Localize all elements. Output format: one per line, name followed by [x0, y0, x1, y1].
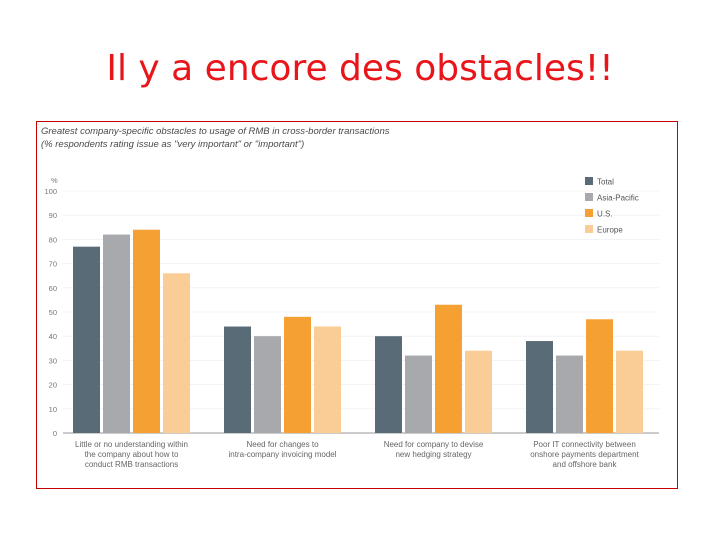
legend-label: Total — [597, 178, 614, 187]
x-category-label: intra-company invoicing model — [228, 450, 336, 459]
y-tick-label: 30 — [49, 356, 57, 365]
y-tick-label: 90 — [49, 211, 57, 220]
y-tick-label: 20 — [49, 381, 57, 390]
bar-u-s--3 — [435, 304, 462, 433]
bar-asia-pacific-4 — [556, 355, 583, 433]
y-tick-label: 100 — [44, 187, 57, 196]
y-tick-label: 70 — [49, 260, 57, 269]
bar-europe-1 — [163, 273, 190, 433]
bar-asia-pacific-2 — [254, 336, 281, 433]
y-tick-label: 40 — [49, 332, 57, 341]
x-category-label: new hedging strategy — [395, 450, 471, 459]
chart-subtitle: (% respondents rating issue as "very imp… — [41, 139, 304, 150]
x-category-label: Little or no understanding within — [75, 440, 188, 449]
x-category-label: Need for company to devise — [384, 440, 484, 449]
x-category-label: Poor IT connectivity between — [533, 440, 636, 449]
x-category-label: onshore payments department — [530, 450, 639, 459]
legend-swatch — [585, 209, 593, 217]
chart-title: Greatest company-specific obstacles to u… — [41, 126, 390, 137]
bar-chart: Greatest company-specific obstacles to u… — [41, 126, 659, 469]
y-tick-label: 80 — [49, 235, 57, 244]
legend-label: Europe — [597, 226, 623, 235]
x-category-label: and offshore bank — [553, 460, 618, 469]
bar-total-4 — [526, 341, 553, 433]
y-gridlines — [63, 190, 659, 434]
y-tick-label: 60 — [49, 284, 57, 293]
bar-asia-pacific-1 — [103, 234, 130, 433]
bar-u-s--1 — [133, 229, 160, 433]
legend-swatch — [585, 177, 593, 185]
bar-europe-2 — [314, 326, 341, 433]
bar-u-s--2 — [284, 316, 311, 433]
bar-total-2 — [224, 326, 251, 433]
legend: Total Asia-Pacific U.S. Europe — [585, 177, 639, 235]
x-category-label: the company about how to — [85, 450, 179, 459]
legend-label: Asia-Pacific — [597, 194, 639, 203]
legend-label: U.S. — [597, 210, 613, 219]
bar-europe-4 — [616, 350, 643, 433]
y-tick-label: 10 — [49, 405, 57, 414]
y-tick-label: 0 — [53, 429, 57, 438]
bar-total-3 — [375, 336, 402, 433]
bar-total-1 — [73, 246, 100, 433]
x-category-label: conduct RMB transactions — [85, 460, 178, 469]
legend-swatch — [585, 225, 593, 233]
legend-swatch — [585, 193, 593, 201]
chart-frame: Greatest company-specific obstacles to u… — [36, 121, 678, 489]
bar-u-s--4 — [586, 319, 613, 433]
x-category-label: Need for changes to — [246, 440, 319, 449]
slide-title: Il y a encore des obstacles!! — [106, 48, 614, 89]
bar-asia-pacific-3 — [405, 355, 432, 433]
y-tick-label: 50 — [49, 308, 57, 317]
bar-europe-3 — [465, 350, 492, 433]
y-axis-unit-label: % — [51, 176, 58, 185]
y-tick-labels: 0 10 20 30 40 50 60 70 80 90 100 — [44, 187, 57, 438]
bars — [73, 229, 643, 433]
